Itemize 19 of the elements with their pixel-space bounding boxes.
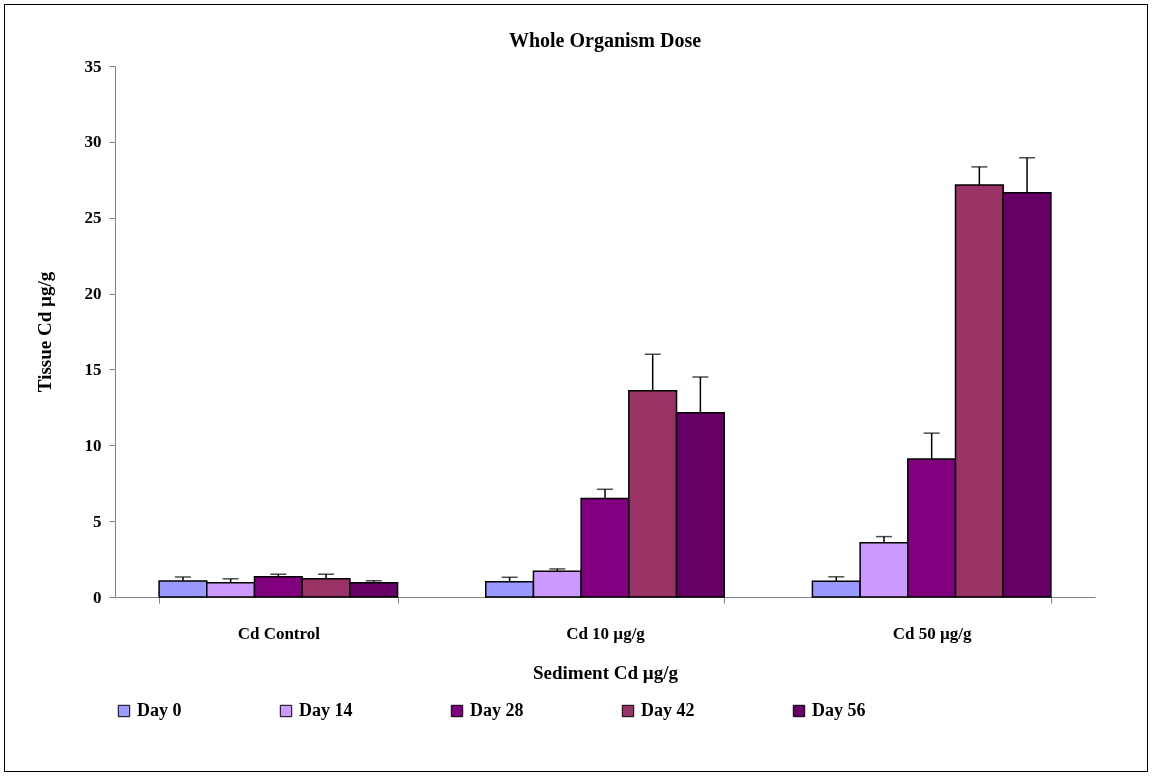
y-tick-label: 30 <box>84 132 102 152</box>
y-tick-label: 20 <box>84 284 102 304</box>
legend-label: Day 28 <box>470 700 524 720</box>
legend-label: Day 14 <box>299 700 353 720</box>
y-tick-label: 15 <box>84 359 102 379</box>
x-axis-title: Sediment Cd µg/g <box>532 661 679 683</box>
y-tick-label: 35 <box>84 56 102 76</box>
legend-label: Day 56 <box>812 700 866 720</box>
y-tick-label: 25 <box>84 208 102 228</box>
x-tick-label: Cd Control <box>237 623 321 643</box>
y-tick-label: 0 <box>93 587 102 607</box>
y-tick-label: 10 <box>84 435 102 455</box>
legend-label: Day 0 <box>137 700 182 720</box>
y-axis-title: Tissue Cd µg/g <box>33 271 55 393</box>
x-tick-label: Cd 50 µg/g <box>892 623 973 643</box>
legend-label: Day 42 <box>641 700 695 720</box>
chart-title: Whole Organism Dose <box>508 29 702 52</box>
y-tick-label: 5 <box>93 511 102 531</box>
x-tick-label: Cd 10 µg/g <box>566 623 646 643</box>
